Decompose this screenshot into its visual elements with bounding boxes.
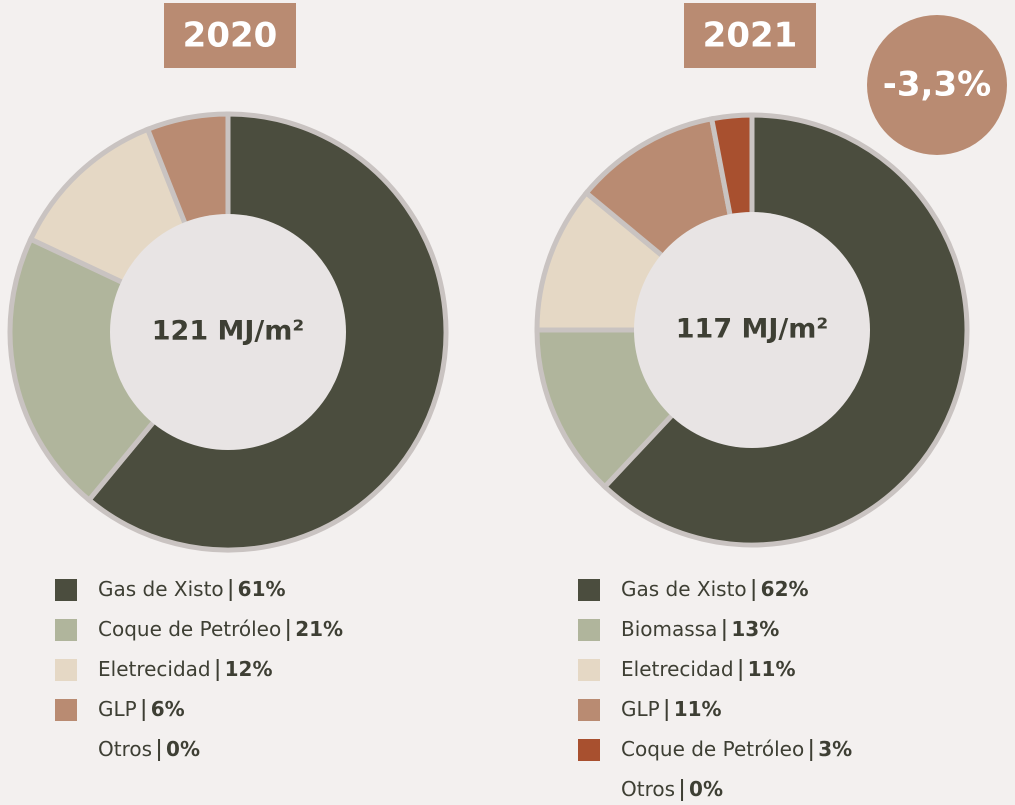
badge — [867, 15, 1007, 155]
legend-category: GLP — [621, 697, 660, 721]
legend-separator — [665, 699, 668, 721]
legend-value: 21% — [295, 617, 343, 641]
legend-swatch — [578, 659, 600, 681]
legend-swatch — [578, 739, 600, 761]
legend-swatch — [55, 619, 77, 641]
legend-separator — [158, 739, 161, 761]
legend-label: Otros 0% — [621, 777, 723, 801]
legend-value: 13% — [731, 617, 779, 641]
legend-label: Otros 0% — [98, 737, 200, 761]
legend-separator — [229, 579, 232, 601]
legend-category: Eletrecidad — [98, 657, 211, 681]
legend-swatch — [578, 579, 600, 601]
legend-category: Otros — [98, 737, 152, 761]
legend-value: 3% — [818, 737, 852, 761]
legend-separator — [287, 619, 290, 641]
title-box — [684, 3, 816, 68]
legend-swatch — [578, 619, 600, 641]
legend-separator — [216, 659, 219, 681]
center-label: 121 MJ/m² — [152, 316, 305, 347]
legend-label: Gas de Xisto 62% — [621, 577, 809, 601]
legend-category: Biomassa — [621, 617, 717, 641]
legend-category: Coque de Petróleo — [621, 737, 804, 761]
center-label: 117 MJ/m² — [676, 314, 829, 345]
legend-value: 11% — [674, 697, 722, 721]
legend-swatch — [55, 699, 77, 721]
legend-label: Coque de Petróleo 3% — [621, 737, 852, 761]
legend-label: Coque de Petróleo 21% — [98, 617, 343, 641]
legend-label: Eletrecidad 12% — [98, 657, 273, 681]
legend-separator — [723, 619, 726, 641]
legend-value: 0% — [166, 737, 200, 761]
legend-separator — [681, 779, 684, 801]
legend-value: 62% — [761, 577, 809, 601]
legend-swatch — [55, 659, 77, 681]
legend-separator — [142, 699, 145, 721]
legend-value: 61% — [238, 577, 286, 601]
legend-category: Eletrecidad — [621, 657, 734, 681]
legend-swatch — [55, 579, 77, 601]
legend-category: Gas de Xisto — [98, 577, 224, 601]
legend-value: 11% — [748, 657, 796, 681]
donut-hole — [110, 214, 346, 450]
legend-separator — [752, 579, 755, 601]
legend-category: Gas de Xisto — [621, 577, 747, 601]
legend-category: Otros — [621, 777, 675, 801]
legend-category: GLP — [98, 697, 137, 721]
legend-separator — [739, 659, 742, 681]
legend-value: 6% — [151, 697, 185, 721]
legend-label: Eletrecidad 11% — [621, 657, 796, 681]
legend-label: GLP 6% — [98, 697, 185, 721]
legend-value: 0% — [689, 777, 723, 801]
legend-label: GLP 11% — [621, 697, 722, 721]
title-box — [164, 3, 296, 68]
legend-swatch — [578, 699, 600, 721]
legend-separator — [810, 739, 813, 761]
legend-label: Gas de Xisto 61% — [98, 577, 286, 601]
legend-category: Coque de Petróleo — [98, 617, 281, 641]
legend-label: Biomassa 13% — [621, 617, 779, 641]
chart-title: 2021 — [703, 16, 798, 56]
chart-title: 2020 — [183, 16, 278, 56]
badge-label: -3,3% — [883, 65, 991, 105]
legend-value: 12% — [225, 657, 273, 681]
donut-hole — [634, 212, 870, 448]
